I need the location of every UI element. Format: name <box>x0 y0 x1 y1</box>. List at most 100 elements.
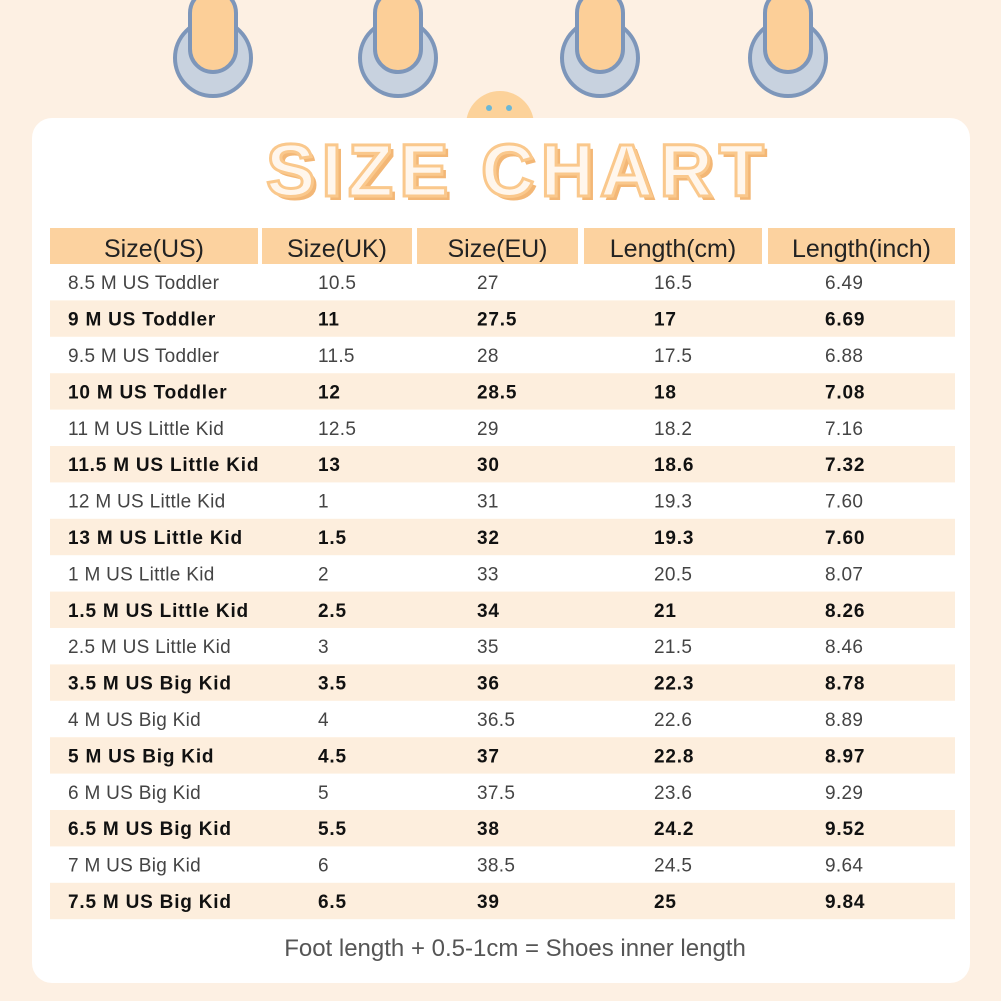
cell: 39 <box>477 892 500 913</box>
cell: 33 <box>477 564 499 585</box>
cell: 27 <box>477 273 499 294</box>
header-text: Length(cm) <box>610 235 736 263</box>
row-band <box>50 373 955 410</box>
cell: 7.32 <box>825 455 865 476</box>
cell: 6 <box>318 856 329 877</box>
cell: 4.5 <box>318 746 347 767</box>
cell: 11 <box>318 310 340 331</box>
cell: 24.2 <box>654 819 694 840</box>
cell: 6.49 <box>825 273 863 294</box>
cell: 5 M US Big Kid <box>68 746 214 767</box>
cell: 22.3 <box>654 674 694 695</box>
cell: 5 <box>318 783 329 804</box>
cell: 7.08 <box>825 382 865 403</box>
header-cell <box>417 228 578 264</box>
title-shadow: SIZE CHART <box>270 133 774 216</box>
title: SIZE CHART <box>266 129 770 212</box>
cell: 7.60 <box>825 492 863 513</box>
cell: 6.5 <box>318 892 347 913</box>
cell: 8.78 <box>825 674 865 695</box>
cell: 34 <box>477 601 500 622</box>
cell: 9 M US Toddler <box>68 310 216 331</box>
row-band <box>50 518 955 556</box>
footnote: Foot length + 0.5-1cm = Shoes inner leng… <box>284 935 746 962</box>
cell: 35 <box>477 637 499 658</box>
cell: 13 <box>318 455 341 476</box>
cell: 11 M US Little Kid <box>68 419 224 440</box>
cell: 1.5 <box>318 528 347 549</box>
cell: 21 <box>654 601 677 622</box>
cell: 3.5 <box>318 674 347 695</box>
cell: 7.60 <box>825 528 865 549</box>
cell: 12.5 <box>318 419 356 440</box>
row-band <box>50 664 955 701</box>
cell: 38.5 <box>477 856 515 877</box>
cell: 3 <box>318 637 329 658</box>
size-table: Size(US) Size(UK) Size(EU) Length(cm) Length… <box>50 228 955 920</box>
header-text: Size(EU) <box>447 235 547 263</box>
cell: 21.5 <box>654 637 692 658</box>
row-band <box>50 882 955 920</box>
row-band <box>50 737 955 774</box>
cell: 5.5 <box>318 819 347 840</box>
header-text: Size(UK) <box>287 235 387 263</box>
cell: 9.52 <box>825 819 865 840</box>
cell: 3.5 M US Big Kid <box>68 674 232 695</box>
cell: 28.5 <box>477 382 517 403</box>
cell: 1 <box>318 492 329 513</box>
cell: 30 <box>477 455 500 476</box>
row-band <box>50 810 955 847</box>
header-cell <box>262 228 412 264</box>
cell: 7 M US Big Kid <box>68 856 201 877</box>
cell: 2.5 M US Little Kid <box>68 637 231 658</box>
cell: 6 M US Big Kid <box>68 783 201 804</box>
cell: 8.26 <box>825 601 865 622</box>
cell: 1 M US Little Kid <box>68 564 215 585</box>
cell: 12 M US Little Kid <box>68 492 225 513</box>
cell: 37.5 <box>477 783 515 804</box>
cell: 31 <box>477 492 499 513</box>
cell: 9.84 <box>825 892 865 913</box>
cell: 1.5 M US Little Kid <box>68 601 249 622</box>
cell: 17.5 <box>654 346 692 367</box>
header-text: Length(inch) <box>792 235 931 263</box>
cell: 4 <box>318 710 329 731</box>
binder-rings <box>173 0 828 98</box>
cell: 32 <box>477 528 500 549</box>
cell: 9.5 M US Toddler <box>68 346 220 367</box>
cell: 4 M US Big Kid <box>68 710 201 731</box>
cell: 17 <box>654 310 677 331</box>
cell: 18.2 <box>654 419 692 440</box>
cell: 22.8 <box>654 746 694 767</box>
cell: 37 <box>477 746 500 767</box>
header-cell <box>584 228 762 264</box>
cell: 10 M US Toddler <box>68 382 227 403</box>
cell: 7.5 M US Big Kid <box>68 892 232 913</box>
cell: 16.5 <box>654 273 692 294</box>
cell: 36.5 <box>477 710 515 731</box>
cell: 2.5 <box>318 601 347 622</box>
cell: 38 <box>477 819 500 840</box>
cell: 25 <box>654 892 677 913</box>
row-band <box>50 446 955 483</box>
cell: 19.3 <box>654 528 694 549</box>
cell: 11.5 <box>318 346 355 367</box>
cell: 9.29 <box>825 783 863 804</box>
cell: 22.6 <box>654 710 692 731</box>
cell: 13 M US Little Kid <box>68 528 243 549</box>
cell: 6.69 <box>825 310 865 331</box>
cell: 18 <box>654 382 677 403</box>
cell: 8.97 <box>825 746 865 767</box>
cell: 8.89 <box>825 710 863 731</box>
header-cell <box>50 228 258 264</box>
header-text: Size(US) <box>104 235 204 263</box>
cell: 29 <box>477 419 499 440</box>
cell: 7.16 <box>825 419 863 440</box>
row-band <box>50 300 955 337</box>
cell: 9.64 <box>825 856 863 877</box>
cell: 8.07 <box>825 564 863 585</box>
cell: 6.88 <box>825 346 863 367</box>
cell: 8.46 <box>825 637 863 658</box>
cell: 8.5 M US Toddler <box>68 273 220 294</box>
